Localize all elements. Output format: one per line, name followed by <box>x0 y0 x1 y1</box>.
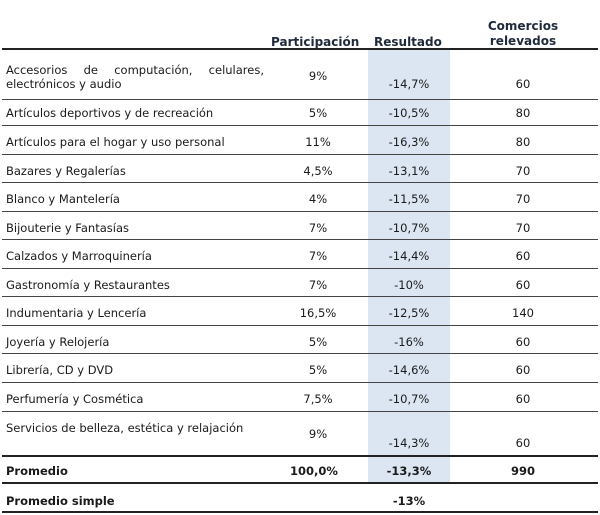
promedio-participacion: 100,0% <box>290 464 338 478</box>
row-comercios: 70 <box>515 164 531 178</box>
row-participacion: 7% <box>308 221 328 235</box>
promedio-separator <box>2 482 598 484</box>
row-separator <box>2 99 598 100</box>
row-name: Blanco y Mantelería <box>6 192 120 206</box>
row-participacion: 5% <box>308 363 328 377</box>
row-comercios: 60 <box>515 249 531 263</box>
row-separator <box>2 353 598 354</box>
row-comercios: 60 <box>515 278 531 292</box>
row-separator <box>2 411 598 412</box>
row-comercios: 60 <box>515 363 531 377</box>
row-name: Librería, CD y DVD <box>6 363 114 377</box>
row-comercios: 60 <box>515 392 531 406</box>
bottom-border <box>2 511 598 513</box>
row-separator <box>2 239 598 240</box>
row-resultado: -16% <box>394 335 424 349</box>
row-participacion: 9% <box>308 69 328 83</box>
row-comercios: 60 <box>515 335 531 349</box>
header-comercios-line1: Comercios <box>487 19 559 33</box>
row-participacion: 7% <box>308 249 328 263</box>
row-separator <box>2 182 598 183</box>
row-separator <box>2 154 598 155</box>
row-name: Indumentaria y Lencería <box>6 306 147 320</box>
row-comercios: 60 <box>515 436 531 450</box>
promedio-comercios: 990 <box>510 464 535 478</box>
row-participacion: 4% <box>308 192 328 206</box>
row-name: Accesorios de computación, celulares, el… <box>6 63 264 91</box>
header-resultado: Resultado <box>374 35 442 49</box>
row-resultado: -10% <box>394 278 424 292</box>
row-name: Servicios de belleza, estética y relajac… <box>6 421 244 435</box>
row-comercios: 140 <box>512 306 534 320</box>
row-participacion: 16,5% <box>299 306 337 320</box>
row-resultado: -14,6% <box>388 363 430 377</box>
row-resultado: -13,1% <box>388 164 430 178</box>
row-resultado: -14,7% <box>388 77 430 91</box>
row-participacion: 5% <box>308 335 328 349</box>
row-resultado: -10,5% <box>388 106 430 120</box>
row-name: Bazares y Regalerías <box>6 164 126 178</box>
row-separator <box>2 382 598 383</box>
promedio-resultado: -13,3% <box>386 464 432 478</box>
row-resultado: -10,7% <box>388 221 430 235</box>
row-participacion: 9% <box>308 427 328 441</box>
row-participacion: 5% <box>308 106 328 120</box>
header-participacion: Participación <box>271 35 360 49</box>
header-separator <box>2 48 598 50</box>
resultado-column-highlight <box>368 48 450 482</box>
row-participacion: 4,5% <box>303 164 333 178</box>
row-name: Artículos deportivos y de recreación <box>6 106 214 120</box>
row-name: Gastronomía y Restaurantes <box>6 278 170 292</box>
row-participacion: 7% <box>308 278 328 292</box>
totals-separator <box>2 455 598 457</box>
row-resultado: -12,5% <box>388 306 430 320</box>
promedio-label: Promedio <box>6 464 68 478</box>
row-name: Bijouterie y Fantasías <box>6 221 129 235</box>
row-comercios: 60 <box>515 77 531 91</box>
row-name: Perfumería y Cosmética <box>6 392 144 406</box>
row-comercios: 70 <box>515 192 531 206</box>
row-resultado: -10,7% <box>388 392 430 406</box>
row-comercios: 80 <box>515 135 531 149</box>
row-comercios: 80 <box>515 106 531 120</box>
row-participacion: 11% <box>305 135 331 149</box>
row-separator <box>2 211 598 212</box>
row-name: Calzados y Marroquinería <box>6 249 152 263</box>
row-name: Joyería y Relojería <box>6 335 110 349</box>
promedio-simple-label: Promedio simple <box>6 494 115 508</box>
row-resultado: -16,3% <box>388 135 430 149</box>
row-separator <box>2 268 598 269</box>
row-name: Artículos para el hogar y uso personal <box>6 135 225 149</box>
row-resultado: -11,5% <box>388 192 430 206</box>
row-resultado: -14,4% <box>388 249 430 263</box>
promedio-simple-resultado: -13% <box>392 494 426 508</box>
header-comercios-line2: relevados <box>489 34 557 48</box>
row-participacion: 7,5% <box>303 392 333 406</box>
row-separator <box>2 125 598 126</box>
row-resultado: -14,3% <box>388 436 430 450</box>
row-separator <box>2 296 598 297</box>
row-comercios: 70 <box>515 221 531 235</box>
row-separator <box>2 325 598 326</box>
